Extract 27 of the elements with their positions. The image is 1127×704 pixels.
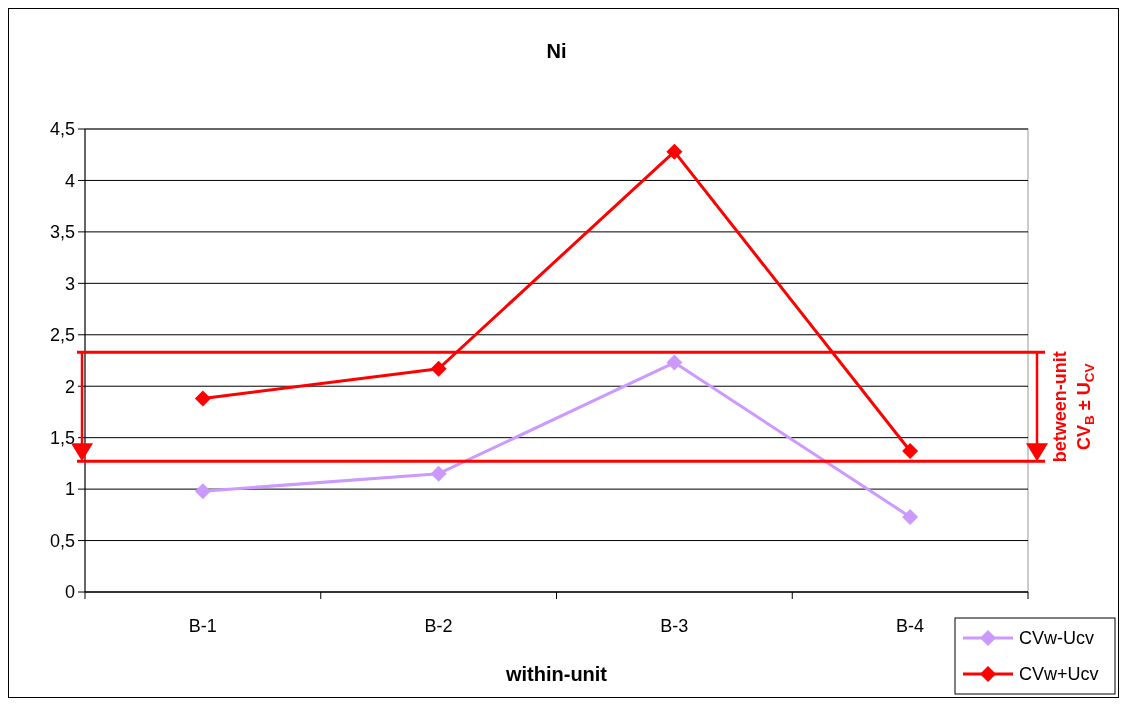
y-tick-label: 3,5 xyxy=(49,222,75,243)
y-tick-label: 4,5 xyxy=(49,119,75,140)
point xyxy=(902,508,919,525)
x-axis-title: within-unit xyxy=(504,663,608,685)
y-tick-label: 1 xyxy=(64,479,75,500)
y-tick-label: 1,5 xyxy=(49,427,75,448)
point xyxy=(430,465,447,482)
point xyxy=(666,143,683,160)
point xyxy=(902,443,919,460)
y-tick-label: 0 xyxy=(64,582,75,603)
y-tick-label: 2,5 xyxy=(49,325,75,346)
x-tick-label: B-1 xyxy=(188,616,217,636)
text: between-unit xyxy=(1050,351,1070,463)
legend-label: CVw+Ucv xyxy=(1019,664,1099,685)
y-tick-label: 3 xyxy=(64,273,75,294)
point xyxy=(194,390,211,407)
chart-title: Ni xyxy=(546,40,567,62)
x-tick-label: B-3 xyxy=(660,616,689,636)
y-tick-label: 0,5 xyxy=(49,530,75,551)
point xyxy=(666,354,683,371)
x-tick-label: B-4 xyxy=(896,616,925,636)
x-tick-label: B-2 xyxy=(424,616,453,636)
y-tick-label: 2 xyxy=(64,376,75,397)
legend-label: CVw-Ucv xyxy=(1019,628,1094,649)
point xyxy=(194,483,211,500)
point xyxy=(430,360,447,377)
y-tick-label: 4 xyxy=(64,170,75,191)
